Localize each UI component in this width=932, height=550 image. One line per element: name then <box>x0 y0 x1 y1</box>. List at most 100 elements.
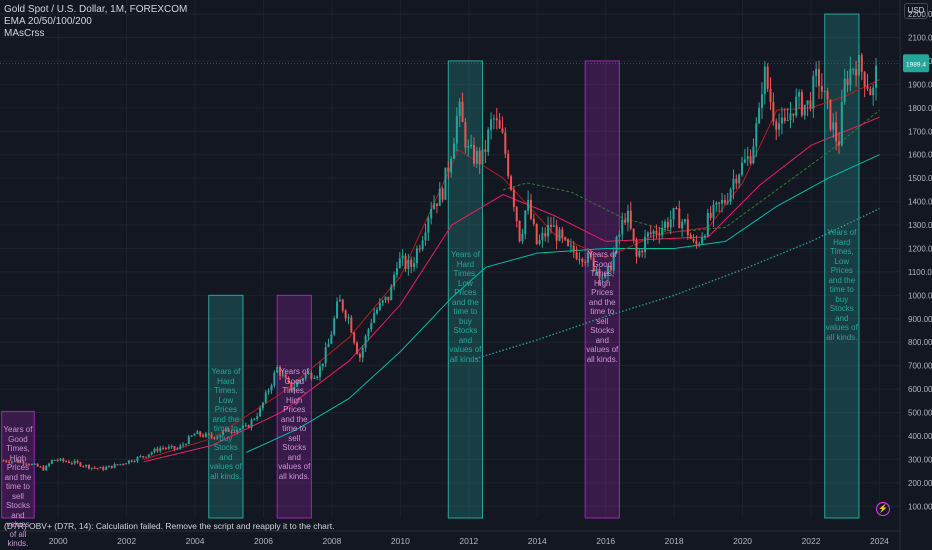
candle-down <box>564 237 567 240</box>
candle-up <box>732 178 735 190</box>
ma-cross-indicator-label[interactable]: MAsCrss <box>4 28 45 39</box>
candle-down <box>202 435 205 437</box>
candle-down <box>649 232 652 234</box>
candle-down <box>356 342 359 354</box>
candle-up <box>204 433 207 437</box>
candle-down <box>641 250 644 253</box>
candle-up <box>48 463 51 466</box>
hard-times-annotation: Years of Hard Times, Low Prices and the … <box>449 250 482 364</box>
candle-down <box>79 462 82 467</box>
candle-down <box>82 466 85 468</box>
candle-down <box>561 229 564 238</box>
hard-times-zone <box>208 294 244 519</box>
price-tick-label: 1600.00 <box>908 151 932 160</box>
candle-up <box>216 436 219 439</box>
candle-down <box>692 238 695 242</box>
candle-up <box>803 104 806 116</box>
candle-up <box>712 204 715 218</box>
candle-up <box>743 159 746 163</box>
candle-up <box>33 463 36 465</box>
candle-up <box>253 419 256 421</box>
candle-down <box>855 68 858 76</box>
candle-down <box>575 252 578 259</box>
candle-up <box>293 386 296 391</box>
candle-up <box>455 116 458 144</box>
candle-up <box>393 274 396 287</box>
candle-down <box>418 248 421 250</box>
candle-down <box>404 255 407 269</box>
candle-down <box>658 233 661 236</box>
candle-down <box>835 122 838 142</box>
candle-up <box>492 118 495 120</box>
candle-up <box>652 230 655 234</box>
candle-up <box>167 446 170 449</box>
candle-up <box>812 75 815 109</box>
candle-up <box>270 385 273 391</box>
candle-up <box>133 461 136 463</box>
candle-down <box>478 150 481 164</box>
candle-down <box>76 460 79 463</box>
candle-down <box>709 212 712 218</box>
candle-down <box>56 459 59 461</box>
candle-up <box>236 429 239 433</box>
candle-down <box>504 132 507 154</box>
candle-down <box>247 425 250 428</box>
candle-up <box>795 96 798 116</box>
time-tick-label: 2008 <box>322 536 341 546</box>
candle-up <box>338 299 341 302</box>
candle-down <box>581 258 584 262</box>
lightning-icon[interactable]: ⚡ <box>876 502 890 516</box>
candle-up <box>672 208 675 220</box>
candle-up <box>107 465 110 468</box>
price-tick-label: 1000.00 <box>908 291 932 300</box>
candle-up <box>587 252 590 263</box>
candle-up <box>125 463 128 465</box>
candle-up <box>698 243 701 245</box>
price-tick-label: 1700.00 <box>908 127 932 136</box>
candle-up <box>244 425 247 427</box>
candle-up <box>147 454 150 457</box>
candle-up <box>612 252 615 271</box>
symbol-title[interactable]: Gold Spot / U.S. Dollar, 1M, FOREXCOM <box>4 4 188 15</box>
candle-up <box>726 201 729 203</box>
candle-up <box>45 465 48 471</box>
candle-up <box>715 202 718 205</box>
candle-down <box>632 228 635 241</box>
candle-down <box>358 353 361 358</box>
currency-badge[interactable]: USD <box>904 3 928 19</box>
price-tick-label: 300.00 <box>908 455 932 464</box>
candle-up <box>85 464 88 467</box>
candle-up <box>849 68 852 86</box>
candle-down <box>800 92 803 116</box>
candle-up <box>259 408 262 417</box>
candle-up <box>661 227 664 236</box>
candle-up <box>433 203 436 210</box>
candle-up <box>541 233 544 241</box>
candle-down <box>846 78 849 86</box>
candle-up <box>578 258 581 260</box>
candle-up <box>527 199 530 211</box>
candle-up <box>384 296 387 301</box>
candle-down <box>36 463 39 467</box>
candle-up <box>521 233 524 242</box>
candle-down <box>62 458 65 462</box>
candle-up <box>170 446 173 448</box>
candle-up <box>267 390 270 393</box>
candle-down <box>173 446 176 449</box>
candle-up <box>703 235 706 238</box>
candle-down <box>42 466 45 471</box>
candle-up <box>219 434 222 437</box>
candle-up <box>823 90 826 92</box>
candle-up <box>450 158 453 173</box>
candle-up <box>415 248 418 264</box>
chart-legend: Gold Spot / U.S. Dollar, 1M, FOREXCOM EM… <box>4 4 187 40</box>
candle-up <box>136 457 139 462</box>
candle-up <box>615 236 618 253</box>
ema-indicator-label[interactable]: EMA 20/50/100/200 <box>4 16 92 27</box>
candle-up <box>313 378 316 380</box>
price-tick-label: 500.00 <box>908 409 932 418</box>
candle-down <box>866 86 869 89</box>
candle-up <box>321 363 324 367</box>
candle-down <box>207 433 210 435</box>
